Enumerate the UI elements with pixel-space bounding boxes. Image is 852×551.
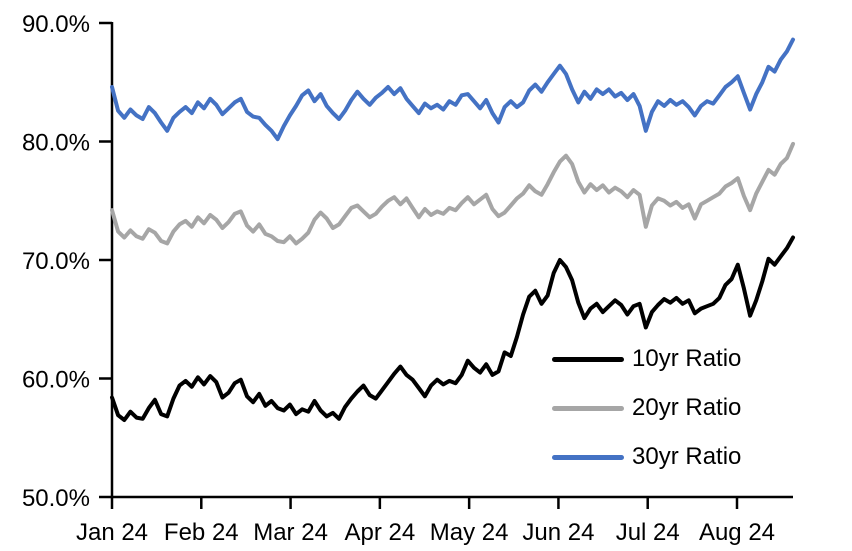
x-axis-label: Apr 24 <box>344 519 415 546</box>
legend-line-30yr-icon <box>552 454 624 460</box>
y-axis-label: 60.0% <box>22 367 90 394</box>
y-axis-label: 80.0% <box>22 130 90 157</box>
legend-item-20yr: 20yr Ratio <box>552 392 741 424</box>
legend-label-10yr: 10yr Ratio <box>632 345 742 372</box>
series-line-30yr <box>110 37 795 142</box>
series-line-20yr <box>110 141 795 246</box>
legend-item-30yr: 30yr Ratio <box>552 441 741 473</box>
legend-item-10yr: 10yr Ratio <box>552 343 741 375</box>
x-axis-label: Feb 24 <box>164 519 239 546</box>
x-axis-label: May 24 <box>430 519 509 546</box>
x-axis-label: Jul 24 <box>616 519 680 546</box>
y-axis-label: 70.0% <box>22 248 90 275</box>
legend-line-10yr-icon <box>552 356 624 362</box>
x-axis-label: Mar 24 <box>253 519 328 546</box>
legend: 10yr Ratio 20yr Ratio 30yr Ratio <box>552 343 741 473</box>
x-axis-label: Aug 24 <box>699 519 775 546</box>
series-line-10yr <box>110 235 795 422</box>
x-axis-label: Jun 24 <box>522 519 594 546</box>
legend-label-30yr: 30yr Ratio <box>632 443 742 470</box>
y-axis-label: 90.0% <box>22 11 90 38</box>
legend-line-20yr-icon <box>552 405 624 411</box>
y-axis-label: 50.0% <box>22 485 90 512</box>
x-axis-label: Jan 24 <box>76 519 148 546</box>
legend-label-20yr: 20yr Ratio <box>632 394 742 421</box>
